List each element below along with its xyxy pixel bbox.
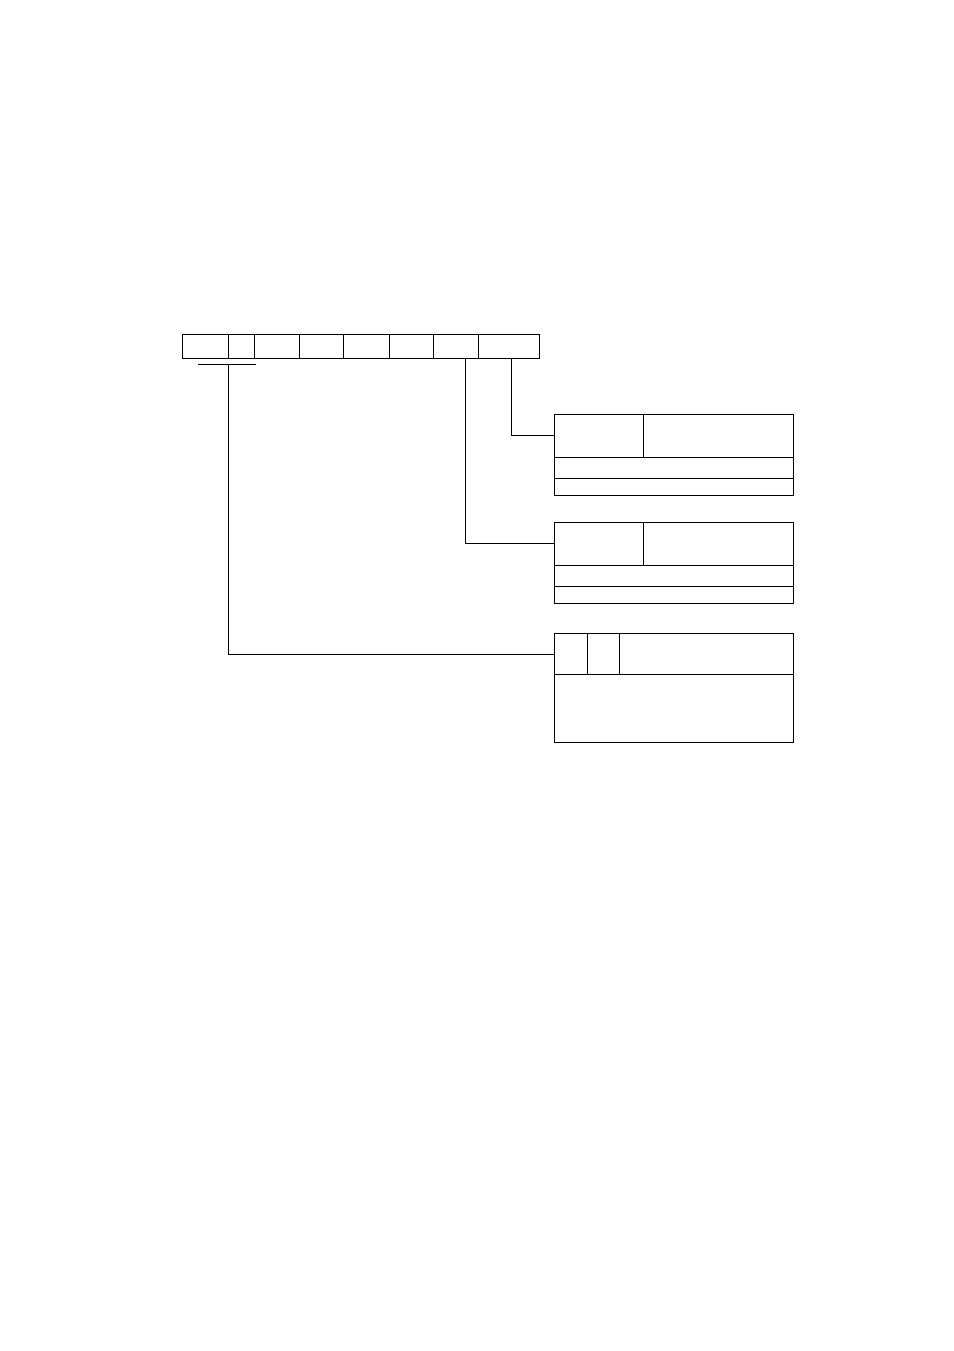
connector-t1-v — [511, 359, 512, 435]
connector-t3-v — [228, 365, 229, 654]
bit-row — [182, 334, 540, 359]
table-2 — [554, 522, 794, 604]
bit-cell — [390, 335, 434, 358]
bit-cell — [183, 335, 229, 358]
table-3 — [554, 633, 794, 743]
bit-cell — [434, 335, 480, 358]
connector-t3-h — [228, 654, 554, 655]
bit-cell — [300, 335, 344, 358]
table-1 — [554, 414, 794, 496]
connector-t2-v — [465, 359, 466, 543]
bit-cell — [479, 335, 539, 358]
connector-t2-h — [465, 543, 554, 544]
connector-t1-h — [511, 435, 554, 436]
underline-bits — [198, 364, 256, 365]
bit-cell — [229, 335, 255, 358]
bit-cell — [255, 335, 301, 358]
bit-cell — [344, 335, 390, 358]
